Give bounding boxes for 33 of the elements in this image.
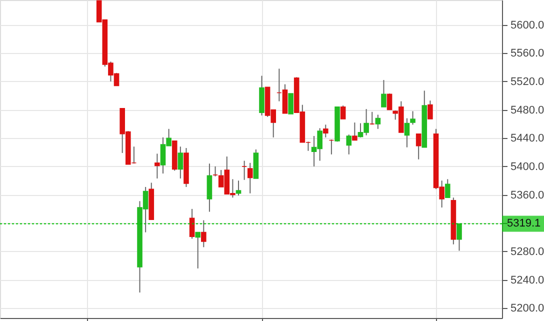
y-tick-label: 5560.0 (510, 48, 544, 60)
candlestick (416, 133, 422, 160)
ref-line-label: 5319.1 (507, 218, 541, 230)
y-tick-label: 5480.0 (510, 104, 544, 116)
candlestick (206, 163, 212, 212)
candlestick (410, 110, 416, 126)
y-tick-label: 5400.0 (510, 160, 544, 173)
y-tick-label: 5240.0 (510, 274, 544, 286)
candlestick (386, 92, 392, 110)
candlestick (381, 80, 386, 108)
y-tick-label: 5280.0 (510, 246, 544, 258)
candlestick (322, 124, 328, 138)
candlestick (201, 220, 206, 248)
candlestick (178, 146, 184, 179)
y-tick-label: 5520.0 (510, 76, 544, 88)
candlestick (154, 153, 160, 179)
y-tick-label: 5360.0 (510, 189, 544, 202)
y-tick-label: 5600.0 (510, 19, 544, 32)
candlestick (247, 162, 253, 194)
candlestick (375, 114, 381, 130)
candlestick (340, 105, 346, 120)
candlestick (346, 134, 352, 155)
candlestick (236, 180, 242, 196)
y-tick-label: 5440.0 (510, 132, 544, 145)
candlestick (352, 122, 358, 141)
candlestick (195, 232, 200, 269)
y-tick-label: 5200.0 (510, 302, 544, 315)
candlestick (428, 100, 433, 120)
candlestick (288, 93, 294, 114)
candlestick (189, 208, 195, 240)
candlestick (404, 118, 410, 148)
candlestick (456, 223, 462, 252)
candlestick (444, 178, 450, 198)
